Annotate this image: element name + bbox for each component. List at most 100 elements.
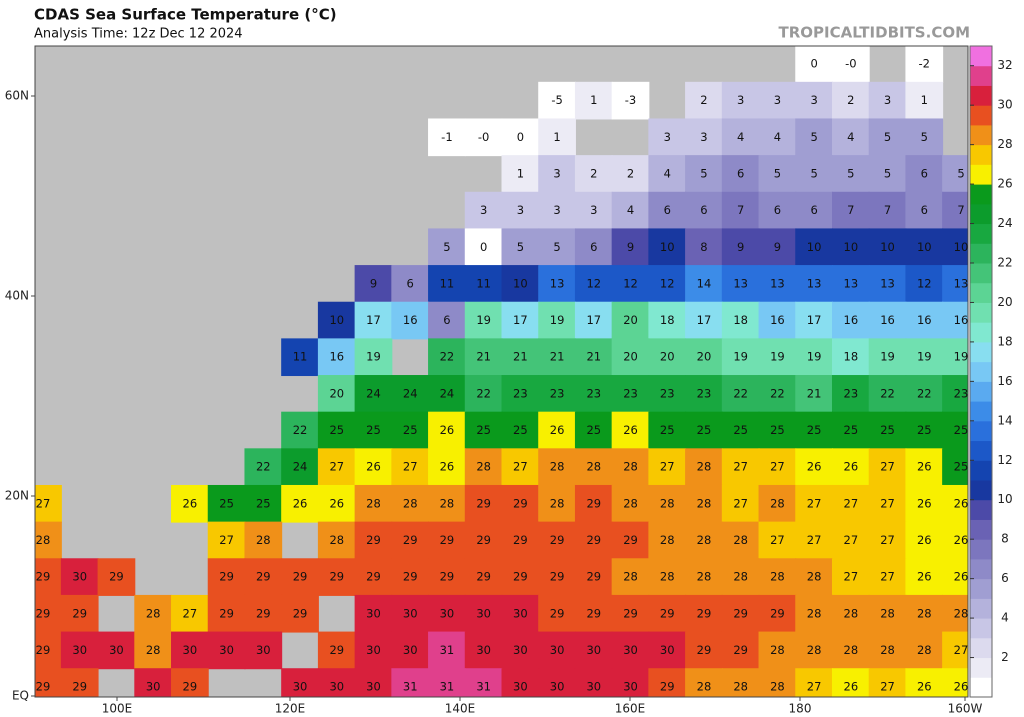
sst-label: 27 <box>807 496 822 510</box>
sst-cell <box>538 448 576 486</box>
sst-cell <box>428 668 466 697</box>
sst-cell <box>721 155 760 193</box>
sst-label: 12 <box>623 276 638 290</box>
sst-label: 31 <box>440 680 455 694</box>
sst-cell <box>207 521 246 560</box>
sst-label: 24 <box>403 386 418 400</box>
sst-label: 29 <box>36 606 51 620</box>
sst-label: 28 <box>660 570 675 584</box>
sst-cell <box>501 265 540 303</box>
sst-label: 5 <box>957 166 964 180</box>
sst-label: 29 <box>476 533 491 547</box>
colorbar-tick-label: 4 <box>1001 611 1009 625</box>
sst-cell <box>942 631 968 670</box>
sst-cell <box>538 594 576 633</box>
sst-cell <box>354 265 393 303</box>
sst-cell <box>905 448 944 486</box>
sst-cell <box>905 558 944 596</box>
sst-cell <box>538 81 576 120</box>
colorbar-band <box>970 105 992 126</box>
sst-label: 28 <box>697 460 712 474</box>
sst-label: 23 <box>586 386 601 400</box>
sst-label: 4 <box>847 130 854 144</box>
sst-cell <box>868 594 907 633</box>
sst-cell <box>574 265 613 303</box>
sst-label: 30 <box>513 606 528 620</box>
sst-cell <box>538 668 576 697</box>
sst-cell <box>685 118 723 157</box>
sst-label: 6 <box>921 166 928 180</box>
sst-cell <box>207 631 246 670</box>
colorbar-tick-label: 6 <box>1001 571 1009 585</box>
sst-label: 29 <box>183 680 198 694</box>
sst-label: 27 <box>880 680 895 694</box>
sst-cell <box>648 484 687 523</box>
sst-cell <box>464 594 503 633</box>
sst-cell <box>868 558 907 596</box>
sst-cell <box>501 668 540 697</box>
sst-label: 27 <box>219 533 234 547</box>
sst-label: 2 <box>590 166 597 180</box>
sst-cell <box>171 631 209 670</box>
sst-cell <box>391 558 430 596</box>
sst-label: 29 <box>293 606 308 620</box>
sst-cell <box>464 301 503 340</box>
sst-label: 23 <box>697 386 712 400</box>
sst-label: 3 <box>737 93 744 107</box>
sst-cell <box>905 668 944 697</box>
sst-cell <box>942 411 968 450</box>
colorbar-band <box>970 65 992 86</box>
sst-cell <box>905 118 944 157</box>
sst-cell <box>428 301 466 340</box>
sst-label: 25 <box>586 423 601 437</box>
sst-cell <box>685 228 723 267</box>
sst-label: 28 <box>770 643 785 657</box>
sst-cell <box>942 521 968 560</box>
sst-cell <box>758 338 797 377</box>
sst-cell <box>905 521 944 560</box>
sst-label: 23 <box>660 386 675 400</box>
sst-cell <box>868 191 907 230</box>
sst-label: 13 <box>807 276 822 290</box>
sst-label: 0 <box>517 130 524 144</box>
sst-cell <box>391 375 430 413</box>
sst-label: 28 <box>844 643 859 657</box>
sst-label: 22 <box>476 386 491 400</box>
subtitle: Analysis Time: 12z Dec 12 2024 <box>34 27 243 42</box>
sst-cell <box>428 375 466 413</box>
sst-cell <box>721 668 760 697</box>
colorbar-band <box>970 184 992 205</box>
sst-label: 28 <box>440 496 455 510</box>
sst-label: 26 <box>623 423 638 437</box>
sst-cell <box>574 191 613 230</box>
sst-cell <box>611 594 650 633</box>
sst-cell <box>574 521 613 560</box>
colorbar-band <box>970 440 992 461</box>
sst-cell <box>171 484 209 523</box>
sst-label: 22 <box>440 350 455 364</box>
sst-label: 28 <box>733 570 748 584</box>
sst-label: 5 <box>443 240 450 254</box>
sst-cell <box>905 631 944 670</box>
sst-cell <box>538 155 576 193</box>
sst-label: 26 <box>366 460 381 474</box>
colorbar-tick-label: 16 <box>997 374 1012 388</box>
sst-label: 13 <box>733 276 748 290</box>
sst-cell <box>685 484 723 523</box>
sst-cell <box>611 668 650 697</box>
sst-cell <box>685 411 723 450</box>
sst-label: 30 <box>660 643 675 657</box>
sst-cell <box>538 411 576 450</box>
sst-label: 27 <box>660 460 675 474</box>
sst-cell <box>685 155 723 193</box>
colorbar-band <box>970 558 992 580</box>
colorbar-tick-label: 26 <box>997 177 1012 191</box>
sst-label: 8 <box>700 240 707 254</box>
sst-cell <box>795 191 833 230</box>
sst-label: 26 <box>293 496 308 510</box>
sst-cell <box>685 375 723 413</box>
sst-cell <box>648 521 687 560</box>
sst-cell <box>758 558 797 596</box>
sst-label: 9 <box>627 240 634 254</box>
sst-label: 29 <box>329 643 344 657</box>
